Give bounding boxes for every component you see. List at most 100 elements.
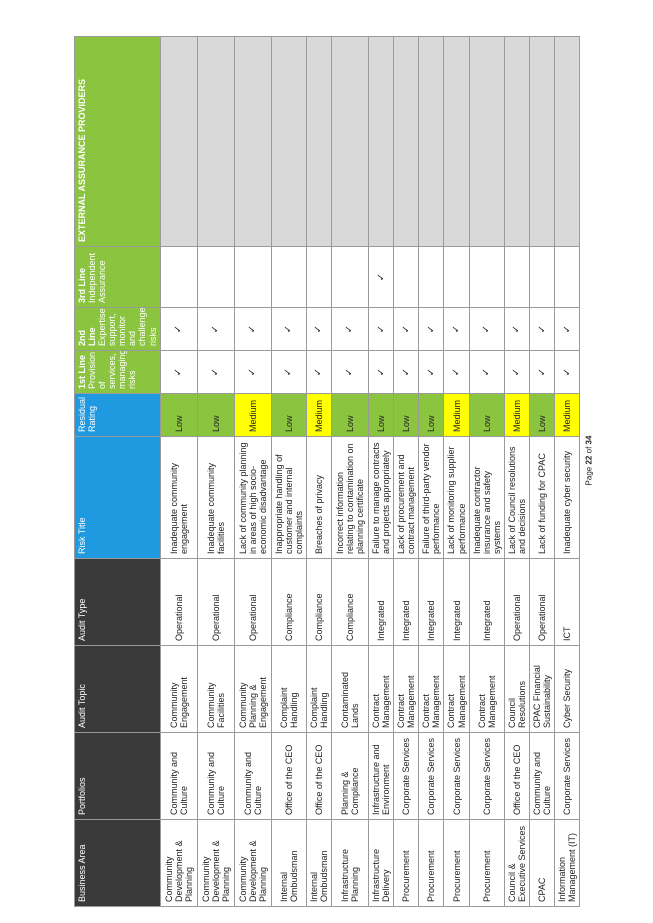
header-business-area: Business Area [74,819,161,907]
audit-plan-table-page: Business Area Portfolios Audit Topic Aud… [74,36,580,907]
first-line-check-cell: ✓ [554,350,580,394]
table-row: Community Development & Planning Communit… [197,36,235,907]
portfolio-cell: Community and Culture [234,732,272,820]
external-assurance-cell [368,36,394,247]
audit-type-cell: Integrated [469,558,505,646]
residual-rating-cell: Low [271,393,307,437]
audit-topic-cell: Contract Management [443,645,470,733]
audit-topic-cell: Contract Management [418,645,444,733]
business-area-cell: Procurement [443,819,470,907]
external-assurance-cell [504,36,530,247]
residual-rating-cell: Medium [554,393,580,437]
header-second-line: 2nd Line Expertise, support, monitor and… [74,307,161,351]
business-area-cell: Infrastructure Delivery [368,819,394,907]
table-row: CPAC Community and Culture CPAC Financial … [529,36,555,907]
business-area-cell: Internal Ombudsman [271,819,307,907]
second-line-check-cell: ✓ [306,307,332,351]
audit-topic-cell: Community Facilities [197,645,235,733]
risk-title-cell: Lack of funding for CPAC [529,436,555,559]
second-line-check-cell: ✓ [197,307,235,351]
audit-topic-cell: Cyber Security [554,645,580,733]
business-area-cell: Internal Ombudsman [306,819,332,907]
external-assurance-cell [197,36,235,247]
business-area-cell: Community Development & Planning [197,819,235,907]
third-line-check-cell [504,246,530,308]
second-line-check-cell: ✓ [393,307,419,351]
header-residual-rating: Residual Rating [74,393,161,437]
third-line-check-cell [443,246,470,308]
second-line-check-cell: ✓ [469,307,505,351]
portfolio-cell: Community and Culture [197,732,235,820]
first-line-check-cell: ✓ [469,350,505,394]
table-row: Internal Ombudsman Office of the CEO Compl… [306,36,332,907]
page-total: 34 [584,435,594,445]
risk-title-cell: Incorrect information relating to contam… [331,436,369,559]
risk-title-cell: Lack of community planning in areas of h… [234,436,272,559]
portfolio-cell: Planning & Compliance [331,732,369,820]
audit-type-cell: Operational [529,558,555,646]
table-row: Community Development & Planning Communit… [160,36,198,907]
risk-title-cell: Inadequate cyber security [554,436,580,559]
third-line-check-cell [306,246,332,308]
third-line-check-cell [160,246,198,308]
external-assurance-cell [529,36,555,247]
second-line-title: 2nd Line [77,327,98,346]
second-line-check-cell: ✓ [271,307,307,351]
table-row: Internal Ombudsman Office of the CEO Compl… [271,36,307,907]
second-line-check-cell: ✓ [331,307,369,351]
audit-type-cell: Integrated [418,558,444,646]
residual-rating-cell: Low [418,393,444,437]
table-row: Information Management (IT) Corporate Ser… [554,36,580,907]
portfolio-cell: Office of the CEO [306,732,332,820]
first-line-check-cell: ✓ [331,350,369,394]
third-line-check-cell [331,246,369,308]
audit-type-cell: Operational [504,558,530,646]
risk-title-cell: Inadequate contractor insurance and safe… [469,436,505,559]
table-body: Community Development & Planning Communit… [160,36,580,907]
second-line-check-cell: ✓ [443,307,470,351]
external-assurance-cell [160,36,198,247]
audit-topic-cell: Community Engagement [160,645,198,733]
external-assurance-cell [331,36,369,247]
first-line-subtitle: Provision of services, managing risks [87,350,138,390]
residual-rating-cell: Low [331,393,369,437]
residual-rating-cell: Low [160,393,198,437]
page-of: of [584,446,594,454]
audit-plan-table: Business Area Portfolios Audit Topic Aud… [74,36,580,907]
table-row: Community Development & Planning Communit… [234,36,272,907]
audit-topic-cell: Contaminated Lands [331,645,369,733]
risk-title-cell: Lack of procurement and contract managem… [393,436,419,559]
first-line-title: 1st Line [77,354,87,389]
third-line-check-cell: ✓ [368,246,394,308]
table-row: Council & Executive Services Office of th… [504,36,530,907]
residual-rating-cell: Medium [504,393,530,437]
second-line-check-cell: ✓ [234,307,272,351]
external-assurance-cell [306,36,332,247]
external-assurance-cell [393,36,419,247]
portfolio-cell: Corporate Services [393,732,419,820]
portfolio-cell: Corporate Services [469,732,505,820]
first-line-check-cell: ✓ [197,350,235,394]
risk-title-cell: Failure to manage contracts and projects… [368,436,394,559]
third-line-title: 3rd Line [77,267,87,303]
audit-type-cell: Integrated [393,558,419,646]
business-area-cell: Community Development & Planning [234,819,272,907]
audit-type-cell: Compliance [271,558,307,646]
table-row: Procurement Corporate Services Contract Ma… [443,36,470,907]
page-number: Page 22 of 34 [585,436,594,486]
table-row: Procurement Corporate Services Contract Ma… [393,36,419,907]
risk-title-cell: Failure of third-party vendor performanc… [418,436,444,559]
audit-type-cell: ICT [554,558,580,646]
header-portfolios: Portfolios [74,732,161,820]
business-area-cell: Council & Executive Services [504,819,530,907]
second-line-check-cell: ✓ [554,307,580,351]
second-line-check-cell: ✓ [160,307,198,351]
portfolio-cell: Community and Culture [160,732,198,820]
third-line-check-cell [197,246,235,308]
second-line-check-cell: ✓ [418,307,444,351]
table-row: Procurement Corporate Services Contract Ma… [469,36,505,907]
third-line-check-cell [418,246,444,308]
third-line-subtitle: Independent Assurance [87,252,108,303]
audit-type-cell: Integrated [443,558,470,646]
header-audit-topic: Audit Topic [74,645,161,733]
